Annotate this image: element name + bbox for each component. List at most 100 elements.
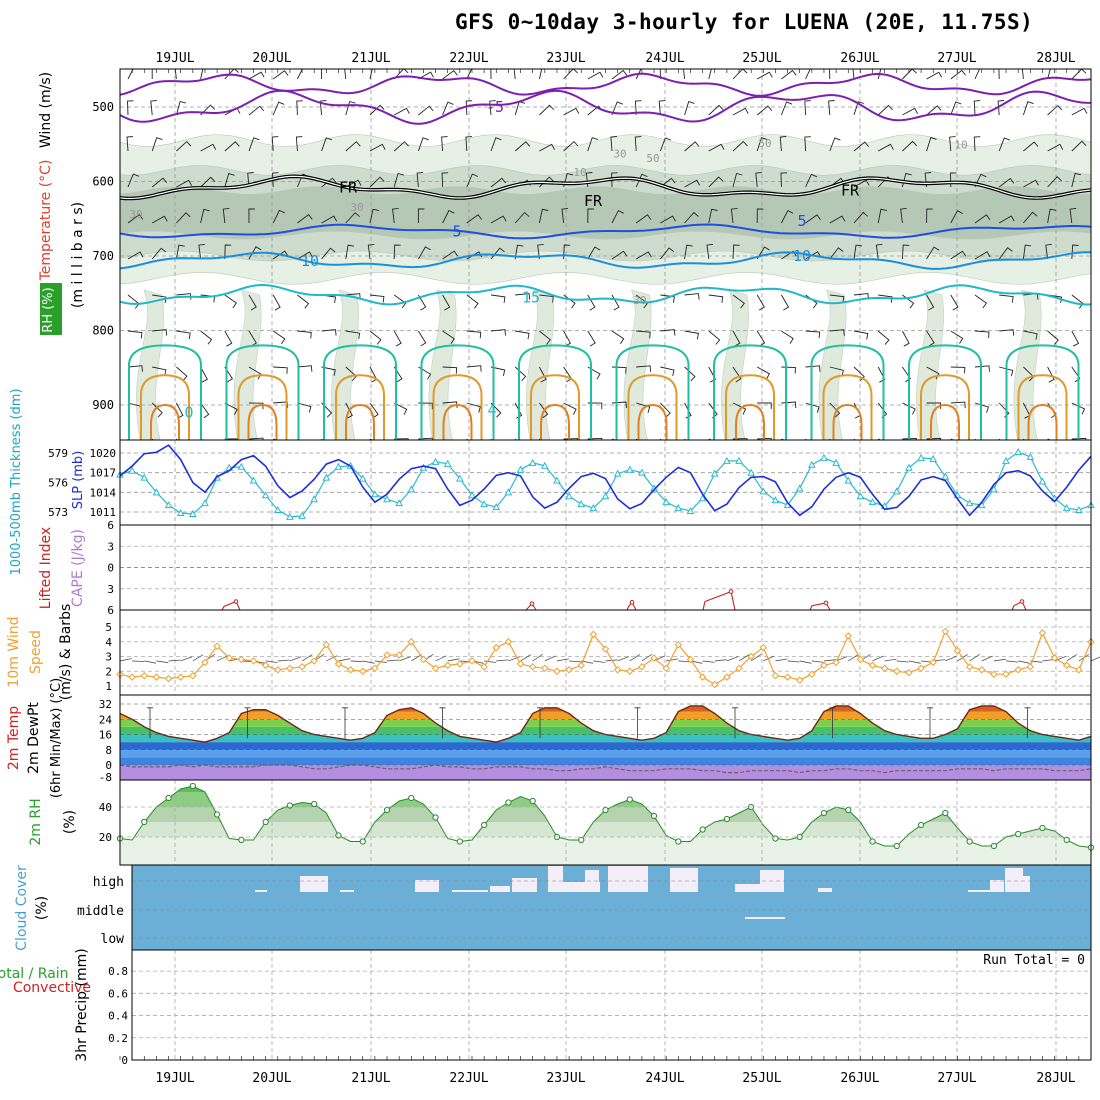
cloud-bar bbox=[608, 866, 648, 892]
wind-barb bbox=[301, 654, 313, 662]
rh-point bbox=[529, 797, 536, 805]
thickness-point bbox=[832, 458, 840, 466]
wind-barb bbox=[875, 243, 883, 260]
wind-barb bbox=[974, 365, 990, 372]
wind-barb bbox=[950, 69, 966, 80]
surface-isotherm bbox=[615, 344, 690, 440]
wind-barb bbox=[853, 366, 865, 382]
wind-barb bbox=[708, 104, 724, 116]
pressure-tick: 600 bbox=[92, 175, 114, 189]
minmax-bar bbox=[244, 707, 251, 739]
wind-barb bbox=[634, 136, 642, 152]
wind-barb bbox=[1096, 438, 1100, 444]
wind-barb bbox=[465, 100, 473, 116]
date-label-top: 20JUL bbox=[252, 51, 291, 66]
wind-barb bbox=[926, 105, 942, 116]
wind-barb bbox=[538, 69, 543, 80]
pressure-tick: 800 bbox=[92, 324, 114, 338]
rh-point bbox=[650, 812, 658, 820]
wind-point bbox=[128, 673, 136, 681]
wind-point bbox=[565, 666, 573, 674]
lifted-index-point bbox=[728, 589, 734, 594]
thickness-point bbox=[468, 491, 476, 499]
surface-isotherm bbox=[822, 374, 873, 440]
wind-barb bbox=[659, 137, 672, 152]
date-label-bottom: 24JUL bbox=[645, 1071, 684, 1086]
wind-barb bbox=[272, 101, 285, 116]
cloud-bar bbox=[340, 890, 354, 892]
contour-label: 30 bbox=[633, 294, 646, 307]
contour-label: -5 bbox=[486, 98, 504, 116]
wind-barb bbox=[345, 244, 355, 260]
wind-barb bbox=[466, 69, 479, 80]
wind-barb bbox=[781, 330, 794, 344]
wind-barb bbox=[658, 100, 666, 116]
wind-barb bbox=[829, 329, 845, 336]
wind-barb bbox=[781, 438, 786, 440]
wind-barb bbox=[756, 366, 771, 380]
wind-point bbox=[359, 667, 367, 675]
wind-barb bbox=[853, 141, 869, 152]
thickness-point bbox=[565, 492, 573, 500]
wind-barb bbox=[152, 294, 167, 304]
wind-barb bbox=[442, 101, 454, 116]
wind-barb bbox=[418, 330, 427, 347]
wind-barb bbox=[127, 251, 144, 260]
wind-barb bbox=[1096, 72, 1100, 79]
wind-barb bbox=[1023, 330, 1038, 340]
wind-barb bbox=[926, 137, 937, 152]
wind-barb bbox=[537, 243, 544, 260]
wind-barb bbox=[321, 177, 337, 188]
wind-barb bbox=[416, 172, 424, 188]
contour-label: 10 bbox=[954, 139, 967, 152]
surface-isotherm bbox=[1017, 374, 1068, 440]
rh-tick: 20 bbox=[99, 831, 112, 844]
wind-barb bbox=[1071, 140, 1087, 152]
wind-point bbox=[808, 670, 816, 678]
rh-column bbox=[331, 289, 359, 440]
wind-barb bbox=[513, 69, 516, 80]
wind-barb bbox=[660, 329, 676, 336]
contour-label: 10 bbox=[573, 166, 586, 179]
rh-column bbox=[623, 289, 652, 440]
wind-barb bbox=[805, 438, 808, 440]
lifted-index-axis-label: Lifted Index bbox=[38, 527, 54, 609]
temp-band bbox=[120, 719, 1091, 727]
wind-tick: 5 bbox=[105, 621, 112, 634]
wind-barb bbox=[998, 438, 1001, 440]
temp-band bbox=[120, 711, 1091, 720]
wind-barb bbox=[224, 330, 233, 347]
minmax-bar bbox=[342, 707, 348, 739]
wind-barb bbox=[877, 208, 887, 224]
wind-barb bbox=[1047, 438, 1052, 440]
wind-barb bbox=[418, 294, 427, 311]
wind-point bbox=[1075, 666, 1083, 674]
wind-point bbox=[905, 669, 913, 677]
surface-isotherm bbox=[432, 374, 483, 440]
wind-barb bbox=[200, 208, 210, 224]
wind-barb bbox=[345, 141, 361, 152]
contour-label: 5 bbox=[797, 212, 806, 230]
wind-barb bbox=[1071, 437, 1087, 440]
rh-point bbox=[311, 800, 318, 808]
wind-barb bbox=[678, 660, 691, 663]
wind-barb bbox=[902, 366, 911, 383]
wind-barb bbox=[877, 366, 886, 383]
wind-barb bbox=[514, 366, 527, 382]
wind-barb bbox=[490, 69, 492, 80]
wind-barb bbox=[1021, 69, 1024, 80]
wind-barb bbox=[730, 207, 738, 224]
wind-barb bbox=[272, 172, 279, 188]
wind-barb bbox=[418, 246, 431, 260]
wind-barb bbox=[563, 69, 578, 80]
wind-barb bbox=[732, 402, 747, 415]
cloud-bar bbox=[512, 878, 537, 892]
wind-barb bbox=[168, 659, 181, 662]
thickness-point bbox=[929, 454, 938, 462]
wind-barb bbox=[732, 172, 743, 188]
wind-axis-label-c: (m/s) & Barbs bbox=[58, 604, 74, 701]
wind-barb bbox=[775, 658, 788, 662]
wind-barb bbox=[248, 402, 264, 410]
rh-point bbox=[408, 794, 415, 802]
wind-barb bbox=[411, 654, 422, 662]
